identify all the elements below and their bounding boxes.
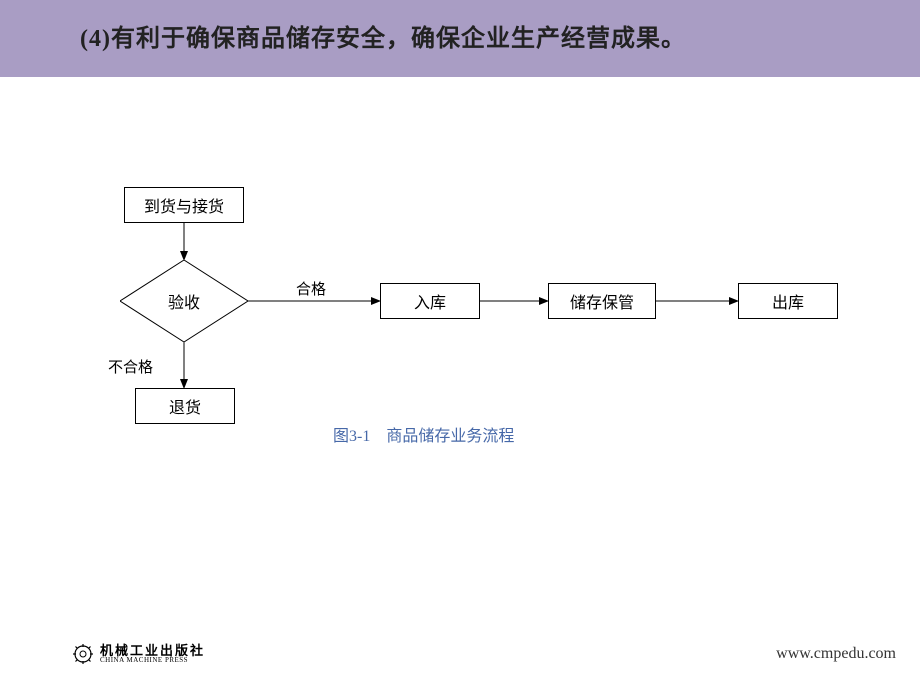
node-label: 验收 [168,289,200,313]
node-receive: 到货与接货 [124,187,244,223]
node-inspect: 验收 [120,260,248,342]
node-inbound: 入库 [380,283,480,319]
footer-url: www.cmpedu.com [776,645,896,663]
figure-caption: 图3-1 商品储存业务流程 [333,422,514,446]
node-return: 退货 [135,388,235,424]
flowchart: 到货与接货验收退货 入库 储存保管 出库 合格不合格 [0,0,920,689]
node-outbound: 出库 [738,283,838,319]
flowchart-arrows [0,0,920,689]
publisher-logo: 机械工业出版社 CHINA MACHINE PRESS [72,643,205,665]
publisher-name-en: CHINA MACHINE PRESS [100,657,205,664]
gear-icon [72,643,94,665]
edge-label: 不合格 [108,356,153,377]
edge-label: 合格 [296,278,326,299]
node-storage: 储存保管 [548,283,656,319]
